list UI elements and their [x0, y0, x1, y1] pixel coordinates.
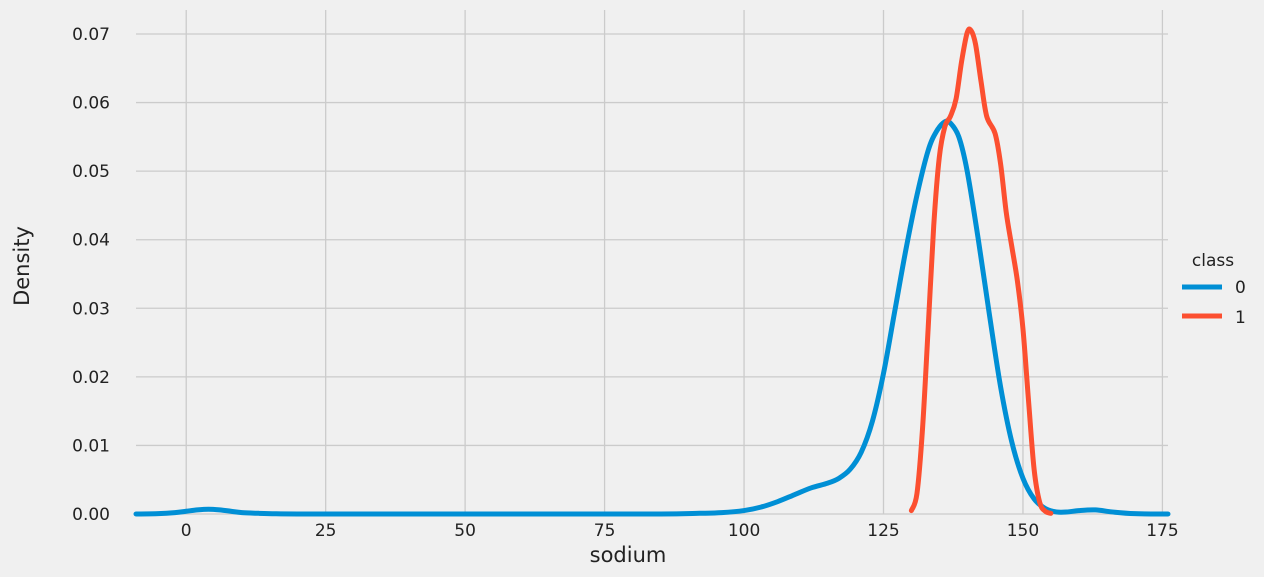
- x-axis-label: sodium: [590, 543, 667, 567]
- y-tick-label: 0.00: [72, 505, 110, 525]
- series-layer: [133, 26, 1171, 517]
- legend: class 0 1: [1182, 251, 1246, 328]
- y-tick-labels: 0.00 0.01 0.02 0.03 0.04 0.05 0.06 0.07: [72, 25, 110, 525]
- series-line-class-1: [908, 26, 1054, 516]
- y-tick-label: 0.02: [72, 368, 110, 388]
- x-tick-labels: 0 25 50 75 100 125 150 175: [181, 521, 1179, 541]
- x-tick-label: 125: [867, 521, 899, 541]
- y-tick-label: 0.01: [72, 436, 110, 456]
- x-tick-label: 75: [594, 521, 616, 541]
- x-tick-label: 0: [181, 521, 192, 541]
- legend-label-0: 0: [1235, 278, 1246, 298]
- x-tick-label: 50: [454, 521, 476, 541]
- x-tick-label: 25: [315, 521, 337, 541]
- y-tick-label: 0.05: [72, 162, 110, 182]
- x-tick-label: 100: [728, 521, 760, 541]
- x-tick-label: 150: [1007, 521, 1039, 541]
- legend-label-1: 1: [1235, 308, 1246, 328]
- grid: [136, 10, 1168, 515]
- y-tick-label: 0.03: [72, 299, 110, 319]
- y-tick-label: 0.06: [72, 94, 110, 114]
- legend-title: class: [1192, 251, 1234, 271]
- y-tick-label: 0.07: [72, 25, 110, 45]
- series-line-class-0: [133, 118, 1171, 517]
- y-tick-label: 0.04: [72, 231, 110, 251]
- y-axis-label: Density: [10, 226, 34, 306]
- x-tick-label: 175: [1146, 521, 1178, 541]
